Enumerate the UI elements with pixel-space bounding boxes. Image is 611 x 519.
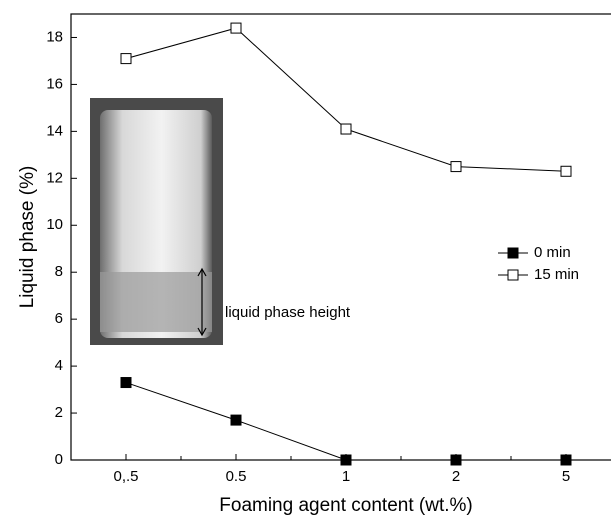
marker <box>560 454 572 466</box>
annotation: liquid phase height <box>225 304 351 321</box>
legend-label: 15 min <box>534 266 579 283</box>
y-tick-label: 10 <box>46 216 63 233</box>
marker <box>450 454 462 466</box>
marker <box>340 123 352 135</box>
marker <box>120 377 132 389</box>
y-tick-label: 0 <box>55 451 63 468</box>
x-tick-label: 5 <box>562 468 570 485</box>
series-line <box>125 382 566 461</box>
y-tick-label: 4 <box>55 357 63 374</box>
marker <box>450 161 462 173</box>
y-tick-label: 12 <box>46 169 63 186</box>
legend-marker <box>507 247 519 259</box>
x-tick-label: 0.5 <box>226 468 247 485</box>
x-tick-label: 1 <box>342 468 350 485</box>
y-tick-label: 8 <box>55 263 63 280</box>
inset-photo <box>90 98 223 345</box>
marker <box>120 53 132 65</box>
x-tick-label: 2 <box>452 468 460 485</box>
y-tick-label: 18 <box>46 28 63 45</box>
y-tick-label: 2 <box>55 404 63 421</box>
x-axis-label: Foaming agent content (wt.%) <box>219 495 472 516</box>
legend-marker <box>507 269 519 281</box>
y-tick-label: 16 <box>46 75 63 92</box>
x-tick-label: 0,.5 <box>113 468 138 485</box>
marker <box>560 165 572 177</box>
marker <box>340 454 352 466</box>
marker <box>230 414 242 426</box>
y-tick-label: 6 <box>55 310 63 327</box>
y-axis-label: Liquid phase (%) <box>17 166 38 309</box>
y-tick-label: 14 <box>46 122 63 139</box>
marker <box>230 22 242 34</box>
legend-label: 0 min <box>534 244 571 261</box>
